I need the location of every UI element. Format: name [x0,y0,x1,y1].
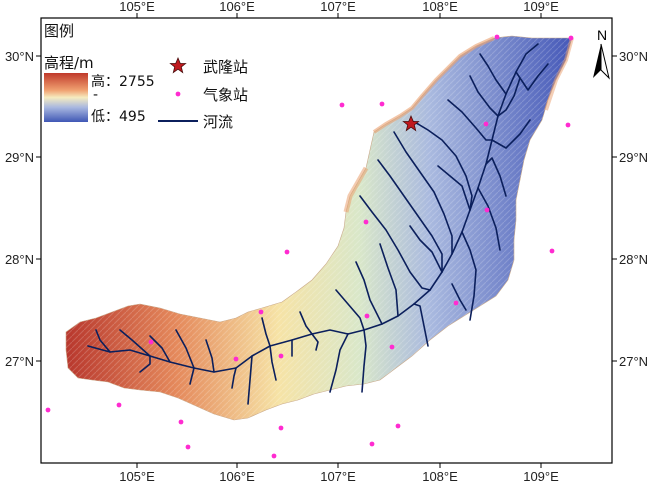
legend-low-label: 低：495 [91,109,146,125]
y-tick-right-30: 30°N [619,49,648,64]
legend-high-label: 高：2755 [91,73,155,90]
x-tick-top-107: 107°E [320,0,356,14]
wulong-station-star-map [402,114,420,132]
legend-station-dot-icon [175,91,181,97]
legend: 图例 高程/m 高：2755 - 低：495 武隆站 气象站 河流 [44,22,248,131]
legend-star-icon [169,56,187,74]
legend-dash: - [93,87,98,103]
legend-stations-label: 气象站 [203,86,248,104]
legend-river-label: 河流 [203,113,233,131]
x-tick-top-108: 108°E [422,0,458,14]
x-tick-top-105: 105°E [119,0,155,14]
basin-elevation [65,35,574,421]
north-arrow-icon: N [593,27,610,80]
legend-wulong-label: 武隆站 [203,58,248,76]
x-tick-bottom-105: 105°E [119,469,155,484]
y-tick-right-29: 29°N [619,150,648,165]
x-tick-top-109: 109°E [523,0,559,14]
x-tick-bottom-108: 108°E [422,469,458,484]
x-tick-top-106: 106°E [219,0,255,14]
weather-stations [45,34,574,459]
y-tick-left-28: 28°N [5,252,34,267]
top-tick-marks [36,13,617,468]
legend-elevation-ramp [44,73,88,122]
y-tick-left-30: 30°N [5,49,34,64]
legend-title: 图例 [44,22,74,40]
river-network [87,43,549,405]
y-tick-left-29: 29°N [5,150,34,165]
legend-elevation-label: 高程/m [44,54,94,72]
y-tick-left-27: 27°N [5,354,34,369]
y-tick-right-27: 27°N [619,354,648,369]
y-tick-right-28: 28°N [619,252,648,267]
x-tick-bottom-107: 107°E [320,469,356,484]
x-tick-bottom-109: 109°E [523,469,559,484]
north-label: N [597,27,607,43]
x-tick-bottom-106: 106°E [219,469,255,484]
